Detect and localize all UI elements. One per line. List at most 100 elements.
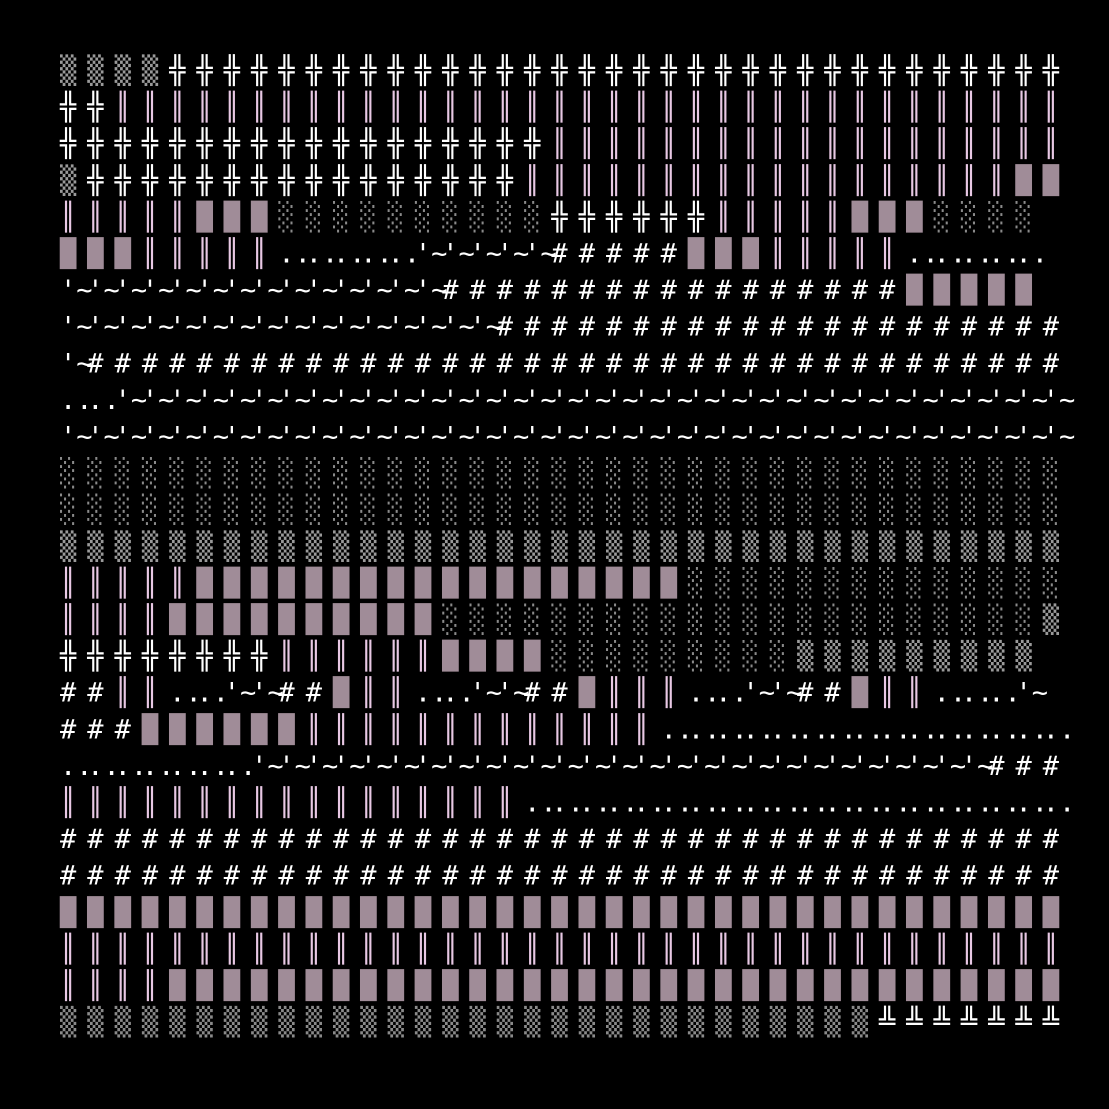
ascii-glyph: ║ (87, 932, 103, 965)
ascii-glyph: ▒ (551, 529, 568, 562)
ascii-glyph: ║ (60, 200, 76, 233)
ascii-glyph: # (715, 348, 732, 379)
ascii-glyph: # (551, 312, 568, 343)
ascii-glyph: ║ (770, 163, 786, 196)
ascii-glyph: █ (250, 969, 268, 1002)
ascii-glyph: ░ (360, 456, 376, 489)
ascii-glyph: # (142, 861, 159, 892)
ascii-glyph: ╬ (878, 54, 896, 87)
ascii-glyph: ║ (797, 237, 813, 270)
ascii-glyph: # (1016, 312, 1033, 343)
ascii-glyph: ║ (115, 603, 131, 636)
ascii-glyph: # (551, 861, 568, 892)
ascii-glyph: ╬ (414, 127, 432, 160)
ascii-glyph: ░ (524, 603, 540, 636)
ascii-glyph: ░ (961, 603, 977, 636)
ascii-glyph: ║ (633, 90, 649, 123)
ascii-glyph: ░ (470, 603, 486, 636)
ascii-glyph: # (524, 861, 541, 892)
ascii-glyph: # (306, 824, 323, 855)
ascii-glyph: ║ (879, 163, 895, 196)
ascii-glyph: ║ (278, 786, 294, 819)
ascii-glyph: ╬ (168, 163, 186, 196)
ascii-glyph: █ (414, 895, 432, 928)
ascii-glyph: # (1043, 751, 1060, 782)
ascii-glyph: ║ (852, 237, 868, 270)
ascii-glyph: █ (851, 200, 869, 233)
ascii-glyph: ░ (934, 456, 950, 489)
ascii-glyph: ░ (661, 639, 677, 672)
ascii-glyph: ║ (115, 566, 131, 599)
ascii-glyph: '~ (879, 385, 912, 416)
ascii-glyph: █ (523, 566, 541, 599)
ascii-glyph: ╬ (469, 163, 487, 196)
ascii-glyph: ╩ (1015, 1005, 1033, 1038)
ascii-glyph: .. (278, 239, 311, 270)
ascii-glyph: '~ (442, 312, 475, 343)
ascii-glyph: ▒ (360, 529, 377, 562)
ascii-glyph: '~ (852, 751, 885, 782)
ascii-glyph: '~ (961, 385, 994, 416)
ascii-glyph: ║ (633, 676, 649, 709)
ascii-glyph: ░ (497, 456, 513, 489)
ascii-glyph: ║ (906, 90, 922, 123)
ascii-glyph: ╬ (469, 54, 487, 87)
ascii-glyph: ░ (988, 493, 1004, 526)
ascii-glyph: ░ (1016, 456, 1032, 489)
ascii-glyph: # (715, 312, 732, 343)
ascii-glyph: ▒ (1016, 529, 1033, 562)
ascii-glyph: ║ (497, 712, 513, 745)
ascii-glyph: .. (934, 678, 967, 709)
ascii-glyph: '~ (688, 751, 721, 782)
ascii-glyph: ║ (661, 163, 677, 196)
ascii-glyph: # (278, 824, 295, 855)
ascii-glyph: '~ (824, 385, 857, 416)
ascii-glyph: ▒ (87, 1005, 104, 1038)
ascii-glyph: ╬ (1015, 54, 1033, 87)
ascii-glyph: ╬ (141, 127, 159, 160)
ascii-glyph: '~ (415, 239, 448, 270)
ascii-glyph: ░ (688, 639, 704, 672)
ascii-glyph: # (743, 861, 760, 892)
ascii-glyph: ╬ (523, 54, 541, 87)
ascii-glyph: ║ (879, 127, 895, 160)
ascii-glyph: ░ (715, 603, 731, 636)
ascii-glyph: ║ (388, 786, 404, 819)
ascii-glyph: # (906, 312, 923, 343)
ascii-glyph: '~ (661, 751, 694, 782)
ascii-glyph: ▒ (797, 639, 814, 672)
ascii-glyph: ║ (306, 712, 322, 745)
ascii-glyph: █ (441, 566, 459, 599)
ascii-glyph: ▒ (278, 1005, 295, 1038)
ascii-glyph: '~ (169, 385, 202, 416)
ascii-glyph: '~ (87, 422, 120, 453)
ascii-glyph: █ (387, 603, 405, 636)
ascii-glyph: █ (305, 566, 323, 599)
ascii-glyph: '~ (470, 751, 503, 782)
ascii-glyph: .. (661, 788, 694, 819)
ascii-glyph: '~ (142, 275, 175, 306)
ascii-glyph: ░ (497, 603, 513, 636)
ascii-glyph: █ (223, 712, 241, 745)
ascii-glyph: '~ (388, 312, 421, 343)
ascii-glyph: ░ (633, 603, 649, 636)
ascii-glyph: ╬ (114, 163, 132, 196)
ascii-glyph: ╬ (250, 54, 268, 87)
ascii-glyph: # (606, 861, 623, 892)
ascii-glyph: ║ (1016, 127, 1032, 160)
ascii-glyph: ░ (278, 456, 294, 489)
ascii-glyph: █ (714, 237, 732, 270)
ascii-glyph: ▒ (852, 529, 869, 562)
ascii-glyph: ╬ (632, 54, 650, 87)
ascii-glyph: .. (879, 788, 912, 819)
ascii-glyph: █ (469, 566, 487, 599)
ascii-glyph: ░ (797, 566, 813, 599)
ascii-glyph: █ (1042, 163, 1060, 196)
ascii-glyph: # (633, 312, 650, 343)
ascii-glyph: ░ (879, 493, 895, 526)
ascii-glyph: ║ (606, 163, 622, 196)
ascii-glyph: '~ (824, 751, 857, 782)
ascii-glyph: ║ (360, 676, 376, 709)
ascii-glyph: █ (605, 969, 623, 1002)
ascii-glyph: █ (441, 895, 459, 928)
